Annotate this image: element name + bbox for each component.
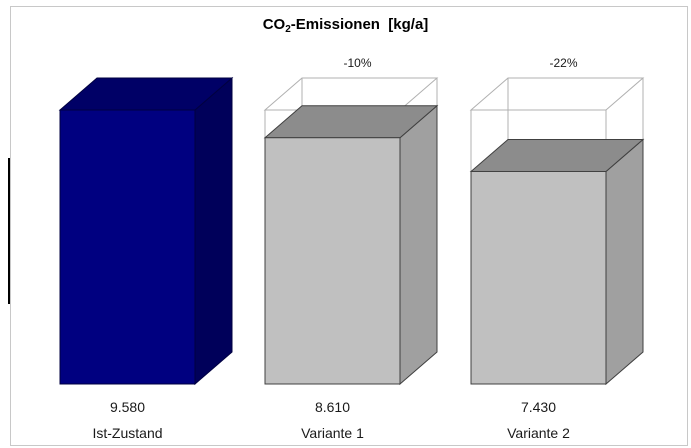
bar-value-label: 9.580: [110, 399, 145, 415]
bar: [59, 109, 196, 385]
bar-side-face: [399, 104, 438, 386]
chart-title: CO2-Emissionen [kg/a]: [0, 16, 691, 35]
chart-title-main: CO: [262, 16, 286, 33]
category-label: Ist-Zustand: [92, 425, 162, 441]
category-label: Variante 1: [301, 425, 364, 441]
bar-side-face: [194, 76, 233, 386]
reduction-label: -22%: [549, 56, 577, 70]
bar-side-face: [605, 138, 644, 386]
reference-outline-top: [263, 77, 439, 111]
reduction-label: -10%: [343, 56, 371, 70]
chart-title-subscript: 2: [285, 24, 291, 35]
reference-outline-top: [469, 77, 645, 111]
bar-value-label: 8.610: [315, 399, 350, 415]
bar: [264, 137, 401, 385]
category-label: Variante 2: [507, 425, 570, 441]
bar: [470, 170, 607, 385]
bar-value-label: 7.430: [521, 399, 556, 415]
chart-title-rest: -Emissionen [kg/a]: [290, 16, 429, 33]
left-edge-rule: [8, 158, 10, 304]
